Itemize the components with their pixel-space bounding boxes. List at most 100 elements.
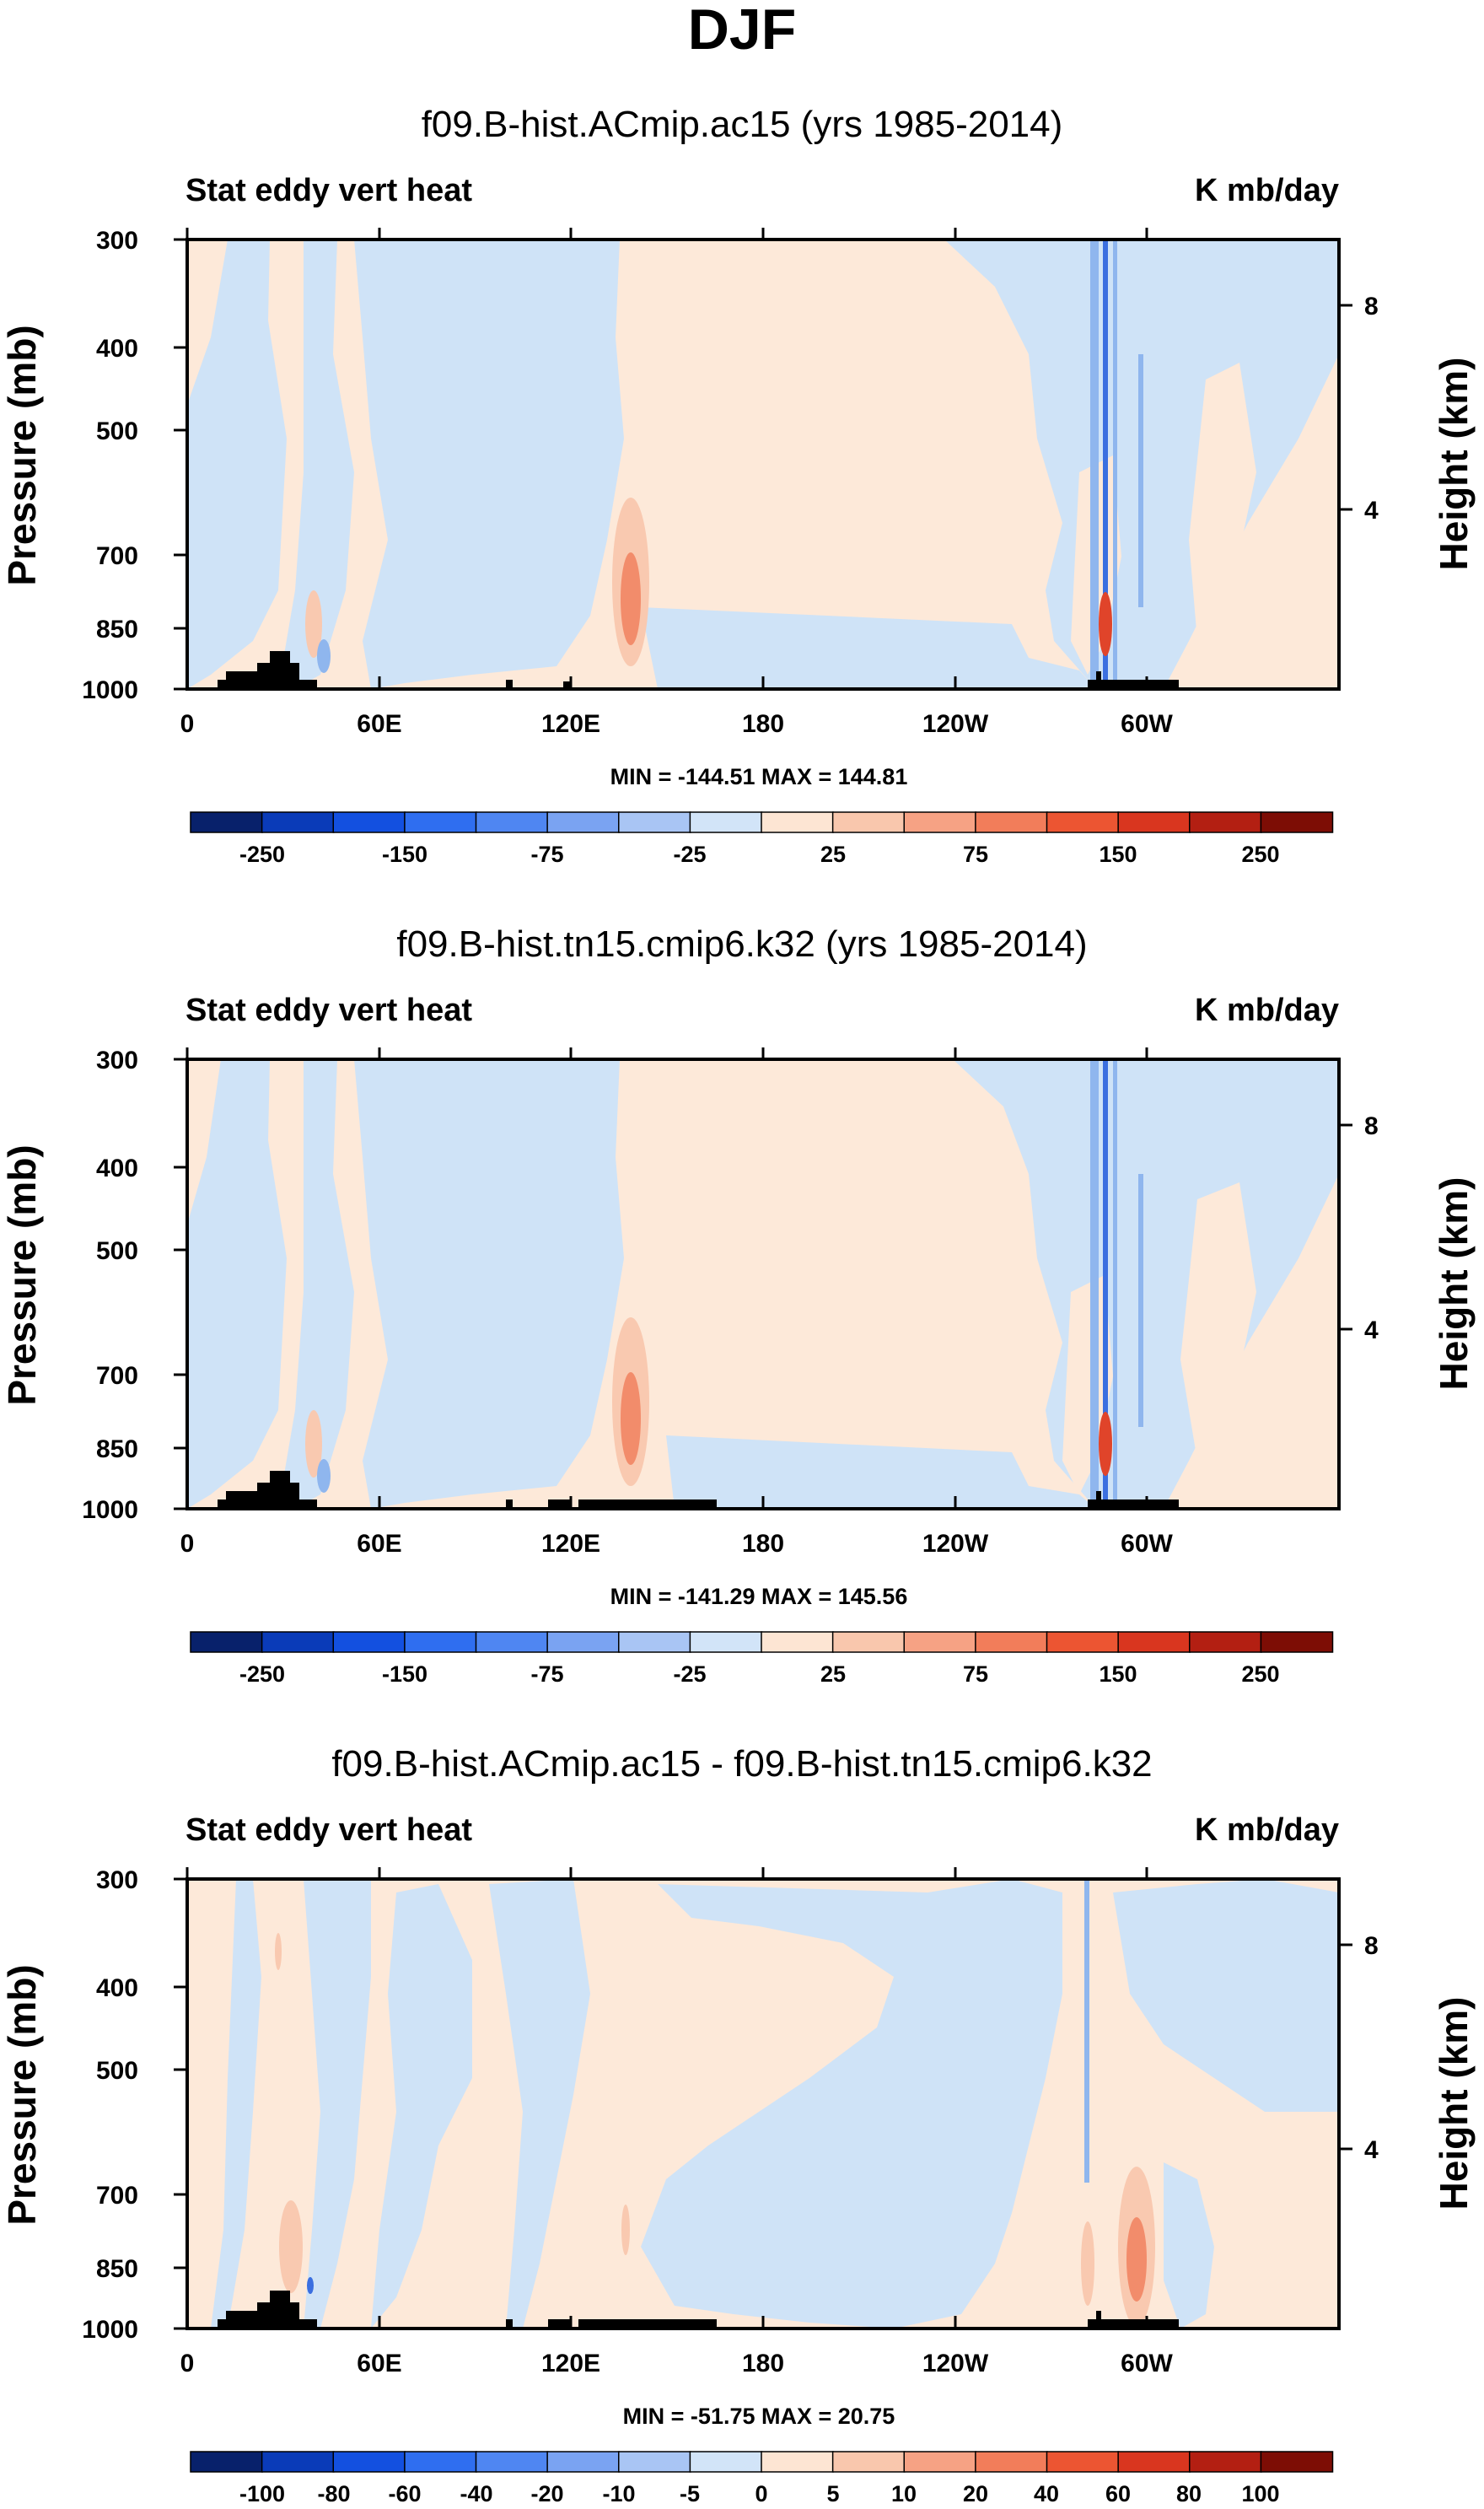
- colorbar-label: -80: [317, 2481, 350, 2506]
- y-axis-label: Pressure (mb): [0, 325, 44, 585]
- positive-maximum: [305, 590, 322, 658]
- land-mask: [506, 2319, 513, 2329]
- panel-title: f09.B-hist.ACmip.ac15 - f09.B-hist.tn15.…: [331, 1743, 1152, 1785]
- y-tick-label: 700: [96, 2182, 138, 2210]
- colorbar-swatches: [190, 2451, 1334, 2473]
- colorbar-label: -250: [239, 842, 285, 867]
- min-max-label: MIN = -144.51 MAX = 144.81: [610, 764, 908, 789]
- colorbar-swatch: [761, 811, 834, 833]
- negative-band: [1084, 1879, 1089, 2183]
- x-tick-label: 60W: [1121, 1530, 1173, 1558]
- colorbar-label: 25: [820, 842, 846, 867]
- plot-area: [186, 1058, 1341, 1510]
- colorbar-swatch: [831, 811, 906, 833]
- colorbar-label: 0: [755, 2481, 767, 2506]
- negative-minimum: [317, 1459, 331, 1493]
- colorbar-swatch: [1117, 2451, 1191, 2473]
- min-max-label: MIN = -141.29 MAX = 145.56: [610, 1584, 908, 1609]
- negative-region: [354, 1059, 624, 1509]
- colorbar-swatch: [404, 811, 477, 833]
- colorbar-swatch: [975, 811, 1048, 833]
- x-axis: 0 60E 120E 180 120W 60W: [180, 1867, 1174, 2377]
- colorbar-swatch: [1046, 1631, 1120, 1653]
- y-right-tick-label: 4: [1364, 1316, 1379, 1344]
- colorbar-label: 100: [1241, 2481, 1279, 2506]
- colorbar-label: 150: [1099, 842, 1137, 867]
- colorbar-swatch: [618, 811, 691, 833]
- colorbar-swatch: [689, 1631, 763, 1653]
- negative-region: [278, 1059, 354, 1509]
- colorbar-label: 75: [963, 842, 988, 867]
- colorbar-swatch: [618, 1631, 691, 1653]
- colorbar-label: -75: [530, 1661, 563, 1687]
- colorbar-label: -25: [673, 1661, 706, 1687]
- y-axis: 300 400 500 700 850 1000 8 4: [82, 227, 1379, 704]
- negative-region: [187, 240, 287, 689]
- positive-maximum: [1099, 1412, 1112, 1476]
- strong-negative-band: [1090, 240, 1099, 689]
- colorbar-swatches: [190, 1631, 1334, 1653]
- colorbar-label: -100: [239, 2481, 285, 2506]
- colorbar-label: 250: [1241, 1661, 1279, 1687]
- colorbar-swatch: [903, 2451, 977, 2473]
- colorbar-swatch: [1260, 2451, 1334, 2473]
- strong-negative-band: [1113, 1059, 1117, 1509]
- x-axis: 0 60E 120E 180 120W 60W: [180, 228, 1174, 738]
- y-right-tick-label: 8: [1364, 1112, 1379, 1140]
- x-tick-label: 0: [180, 710, 195, 738]
- colorbar-label: -150: [382, 1661, 427, 1687]
- y-tick-label: 500: [96, 417, 138, 445]
- land-mask: [506, 1499, 513, 1509]
- plot-area: [186, 238, 1341, 691]
- negative-region: [641, 607, 1096, 689]
- x-tick-label: 60E: [357, 1530, 401, 1558]
- positive-region: [1189, 363, 1256, 641]
- colorbar-swatch: [546, 2451, 621, 2473]
- y-axis-right-label: Height (km): [1432, 1997, 1476, 2210]
- colorbar-swatch: [475, 811, 549, 833]
- positive-maximum: [1099, 592, 1112, 656]
- negative-region: [1164, 2162, 1214, 2329]
- land-mask: [218, 651, 317, 689]
- panel-2: f09.B-hist.tn15.cmip6.k32 (yrs 1985-2014…: [0, 923, 1476, 1687]
- y-right-tick-label: 4: [1364, 2136, 1379, 2164]
- negative-region: [187, 1059, 287, 1509]
- x-tick-label: 180: [742, 710, 784, 738]
- colorbar: -250 -150 -75 -25 25 75 150 250: [190, 1631, 1334, 1687]
- colorbar-swatch: [1046, 2451, 1120, 2473]
- colorbar-swatch: [332, 2451, 406, 2473]
- y-tick-label: 300: [96, 227, 138, 255]
- units-label: K mb/day: [1195, 1812, 1339, 1848]
- colorbar-label: 250: [1241, 842, 1279, 867]
- x-tick-label: 120W: [922, 2350, 989, 2377]
- x-tick-label: 120E: [541, 1530, 600, 1558]
- colorbar-swatch: [761, 1631, 834, 1653]
- y-tick-label: 700: [96, 1362, 138, 1390]
- x-tick-label: 120W: [922, 710, 989, 738]
- y-axis: 300 400 500 700 850 1000 8 4: [82, 1866, 1379, 2344]
- colorbar-swatch: [546, 811, 621, 833]
- units-label: K mb/day: [1195, 173, 1339, 208]
- y-tick-label: 400: [96, 335, 138, 363]
- negative-region: [354, 240, 624, 689]
- negative-region: [371, 1884, 472, 2329]
- variable-label: Stat eddy vert heat: [186, 1812, 472, 1848]
- colorbar-swatch: [404, 2451, 477, 2473]
- colorbar-label: -40: [460, 2481, 492, 2506]
- land-mask: [578, 1499, 717, 1509]
- panel-title: f09.B-hist.ACmip.ac15 (yrs 1985-2014): [422, 104, 1063, 145]
- colorbar-label: -60: [388, 2481, 421, 2506]
- x-tick-label: 60E: [357, 2350, 401, 2377]
- y-axis-label: Pressure (mb): [0, 1144, 44, 1405]
- x-tick-label: 60E: [357, 710, 401, 738]
- negative-region: [641, 1879, 1062, 2329]
- y-tick-label: 850: [96, 2255, 138, 2283]
- colorbar-swatch: [761, 2451, 834, 2473]
- colorbar-swatch: [1046, 811, 1120, 833]
- colorbar-label: -5: [680, 2481, 700, 2506]
- colorbar-swatch: [1189, 1631, 1262, 1653]
- positive-maximum: [621, 2205, 630, 2255]
- strong-negative-band: [1113, 240, 1117, 689]
- x-axis: 0 60E 120E 180 120W 60W: [180, 1047, 1174, 1558]
